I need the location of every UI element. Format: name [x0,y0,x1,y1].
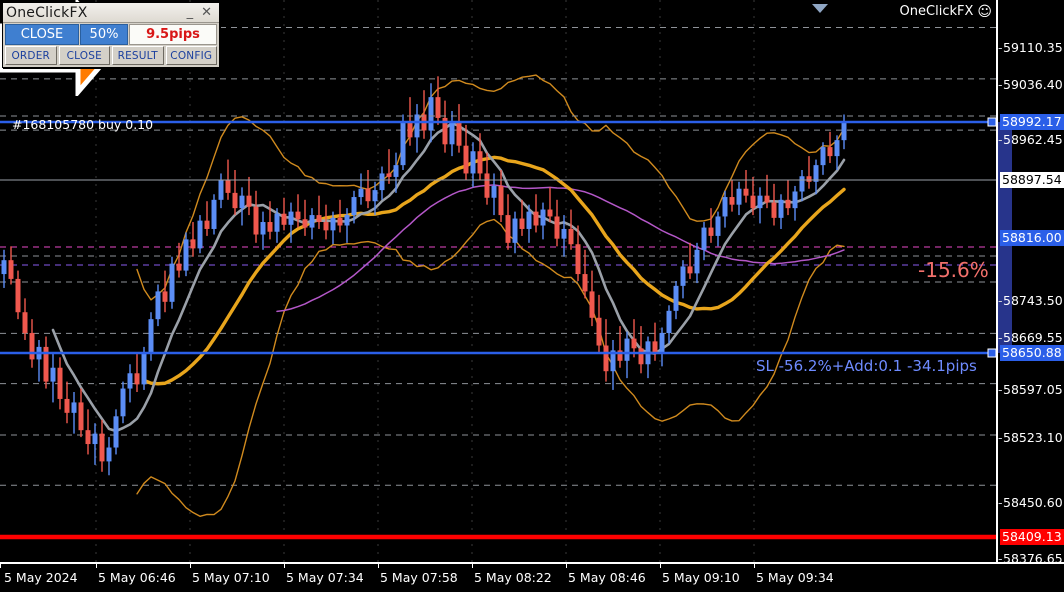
time-tick-mark [190,562,191,568]
time-axis[interactable]: 5 May 2024 5 May 06:46 5 May 07:10 5 May 07… [0,562,1064,592]
price-tick: -59110.35 [998,40,1063,55]
time-tick-mark [378,562,379,568]
time-tick-label: 5 May 09:10 [662,570,740,585]
panel-titlebar: OneClickFX _ ✕ [3,3,219,23]
time-tick-label: 5 May 2024 [4,570,78,585]
close-position-button[interactable]: CLOSE [5,24,79,45]
time-tick-mark [472,562,473,568]
time-tick-label: 5 May 07:58 [380,570,458,585]
time-tick-label: 5 May 06:46 [98,570,176,585]
tab-result[interactable]: RESULT [112,46,164,65]
time-tick-mark [566,562,567,568]
time-tick-label: 5 May 08:46 [568,570,646,585]
time-tick-label: 5 May 07:34 [286,570,364,585]
chart-top-marker-icon [812,4,828,13]
time-tick-label: 5 May 09:34 [756,570,834,585]
close-icon[interactable]: ✕ [201,4,212,20]
brand-watermark-text: OneClickFX [899,4,974,19]
price-chip: 58650.88 [1000,345,1064,361]
price-chip: 58409.13 [1000,529,1064,545]
panel-title-text: OneClickFX [6,4,88,21]
price-tick: -58597.05 [998,382,1063,397]
brand-watermark: OneClickFX ☺ [900,4,992,19]
close-percent-button[interactable]: 50% [80,24,128,45]
time-tick-mark [96,562,97,568]
panel-action-row: CLOSE 50% 9.5pips [3,23,219,45]
price-tick: -58523.10 [998,430,1063,445]
time-tick-mark [754,562,755,568]
time-tick-label: 5 May 08:22 [474,570,552,585]
price-axis[interactable]: -59110.35 -59036.40 -58962.45 -58743.50 -586… [996,0,1064,566]
price-chip: 58992.17 [1000,114,1064,130]
pips-display: 9.5pips [129,24,217,45]
chart-plot-area[interactable]: #168105780 buy 0.10 SL -56.2%+Add:0.1 -3… [0,0,996,562]
price-tick: -58669.55 [998,330,1063,345]
price-tick: -59036.40 [998,77,1063,92]
price-tick: -58743.50 [998,293,1063,308]
smiley-icon: ☺ [977,3,992,20]
time-tick-mark [284,562,285,568]
time-tick-mark [660,562,661,568]
minimize-icon[interactable]: _ [186,4,194,20]
price-tick: -58962.45 [998,132,1063,147]
oneclickfx-panel[interactable]: OneClickFX _ ✕ CLOSE 50% 9.5pips ORDER C… [2,2,220,68]
price-chip: 58897.54 [1000,172,1064,188]
panel-tab-row: ORDER CLOSE RESULT CONFIG [3,45,219,65]
chart-canvas [0,0,996,562]
tab-config[interactable]: CONFIG [165,46,217,65]
price-chip: 58816.00 [1000,230,1064,246]
time-tick-mark [0,562,1,568]
tab-close[interactable]: CLOSE [58,46,110,65]
tab-order[interactable]: ORDER [5,46,57,65]
time-tick-label: 5 May 07:10 [192,570,270,585]
price-tick: -58450.60 [998,495,1063,510]
